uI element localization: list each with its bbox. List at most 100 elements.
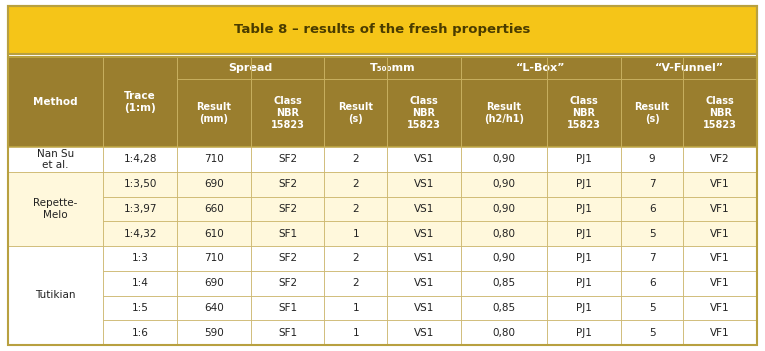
Text: VF1: VF1: [711, 327, 730, 338]
Text: 1: 1: [353, 229, 359, 239]
Bar: [461, 320, 547, 345]
Bar: [387, 172, 461, 197]
Text: VS1: VS1: [414, 303, 434, 313]
Text: PJ1: PJ1: [576, 179, 592, 189]
Text: “L-Box”: “L-Box”: [516, 63, 565, 73]
Bar: [177, 246, 251, 271]
Text: VF1: VF1: [711, 253, 730, 263]
Bar: [324, 320, 387, 345]
Text: Result
(s): Result (s): [635, 102, 669, 124]
Bar: [324, 147, 387, 172]
Text: 660: 660: [204, 204, 224, 214]
Bar: [251, 246, 324, 271]
Text: VS1: VS1: [414, 278, 434, 288]
Text: VS1: VS1: [414, 179, 434, 189]
Bar: [251, 221, 324, 246]
Bar: [8, 246, 103, 345]
Text: 0,85: 0,85: [493, 278, 516, 288]
Text: 1:4: 1:4: [132, 278, 148, 288]
Text: 2: 2: [353, 179, 359, 189]
Text: VS1: VS1: [414, 253, 434, 263]
Bar: [177, 320, 251, 345]
Text: 5: 5: [649, 229, 656, 239]
Bar: [683, 271, 757, 296]
Bar: [547, 296, 621, 320]
Text: 710: 710: [204, 253, 224, 263]
Bar: [683, 296, 757, 320]
Bar: [683, 172, 757, 197]
Bar: [251, 172, 324, 197]
Text: VF1: VF1: [711, 278, 730, 288]
Bar: [251, 197, 324, 221]
Text: Repette-
Melo: Repette- Melo: [34, 198, 78, 220]
Text: 6: 6: [649, 204, 656, 214]
Bar: [177, 221, 251, 246]
Text: 710: 710: [204, 154, 224, 164]
Text: 640: 640: [204, 303, 224, 313]
Text: 2: 2: [353, 278, 359, 288]
Bar: [324, 271, 387, 296]
Bar: [103, 147, 177, 172]
Text: 0,85: 0,85: [493, 303, 516, 313]
Text: PJ1: PJ1: [576, 229, 592, 239]
Bar: [251, 271, 324, 296]
Text: Tutikian: Tutikian: [35, 291, 76, 300]
Bar: [8, 172, 103, 246]
Text: Trace
(1:m): Trace (1:m): [125, 91, 156, 113]
Text: 1:5: 1:5: [132, 303, 148, 313]
Bar: [621, 197, 683, 221]
Bar: [103, 221, 177, 246]
Text: 1:3,97: 1:3,97: [123, 204, 157, 214]
Bar: [387, 221, 461, 246]
Text: 1:4,32: 1:4,32: [123, 229, 157, 239]
Bar: [547, 320, 621, 345]
Text: PJ1: PJ1: [576, 278, 592, 288]
Text: Class
NBR
15823: Class NBR 15823: [271, 97, 304, 130]
Text: PJ1: PJ1: [576, 253, 592, 263]
Text: Result
(mm): Result (mm): [197, 102, 231, 124]
Text: PJ1: PJ1: [576, 327, 592, 338]
Text: Spread: Spread: [229, 63, 273, 73]
Bar: [621, 320, 683, 345]
Text: 5: 5: [649, 303, 656, 313]
Text: Class
NBR
15823: Class NBR 15823: [567, 97, 601, 130]
Bar: [547, 197, 621, 221]
Bar: [103, 296, 177, 320]
Bar: [461, 147, 547, 172]
Bar: [8, 57, 757, 345]
Bar: [621, 271, 683, 296]
Text: 0,90: 0,90: [493, 154, 516, 164]
Bar: [324, 221, 387, 246]
Text: 0,90: 0,90: [493, 204, 516, 214]
Text: Result
(s): Result (s): [338, 102, 373, 124]
Text: Class
NBR
15823: Class NBR 15823: [407, 97, 441, 130]
Text: 0,90: 0,90: [493, 179, 516, 189]
Bar: [103, 271, 177, 296]
Text: 590: 590: [204, 327, 224, 338]
Bar: [177, 271, 251, 296]
Bar: [387, 197, 461, 221]
Bar: [387, 271, 461, 296]
Text: VS1: VS1: [414, 154, 434, 164]
Text: 1:3,50: 1:3,50: [123, 179, 157, 189]
Text: PJ1: PJ1: [576, 154, 592, 164]
Bar: [324, 172, 387, 197]
Bar: [324, 246, 387, 271]
Text: 1:6: 1:6: [132, 327, 148, 338]
Text: VF2: VF2: [711, 154, 730, 164]
Text: 1: 1: [353, 303, 359, 313]
Text: VF1: VF1: [711, 229, 730, 239]
Bar: [547, 246, 621, 271]
Text: Class
NBR
15823: Class NBR 15823: [703, 97, 737, 130]
Text: PJ1: PJ1: [576, 303, 592, 313]
Bar: [177, 296, 251, 320]
Text: 7: 7: [649, 179, 656, 189]
Text: 0,90: 0,90: [493, 253, 516, 263]
Text: 1: 1: [353, 327, 359, 338]
Bar: [387, 296, 461, 320]
Bar: [251, 296, 324, 320]
Text: PJ1: PJ1: [576, 204, 592, 214]
Bar: [177, 172, 251, 197]
Bar: [461, 296, 547, 320]
Bar: [547, 147, 621, 172]
